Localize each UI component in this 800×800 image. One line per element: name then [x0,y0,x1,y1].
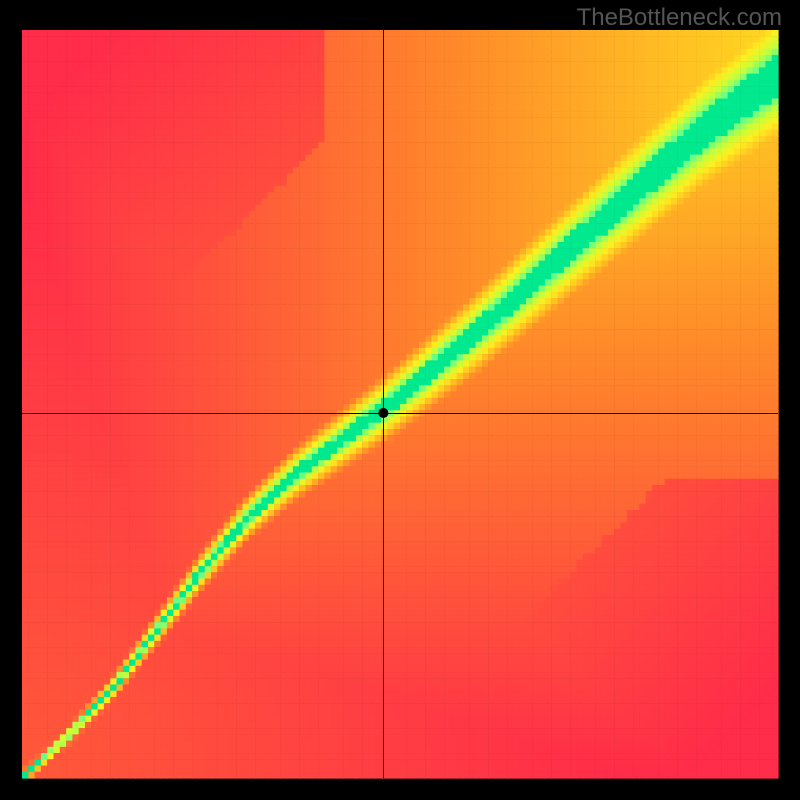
heatmap-canvas [0,0,800,800]
watermark-text: TheBottleneck.com [577,4,782,32]
chart-container: TheBottleneck.com [0,0,800,800]
